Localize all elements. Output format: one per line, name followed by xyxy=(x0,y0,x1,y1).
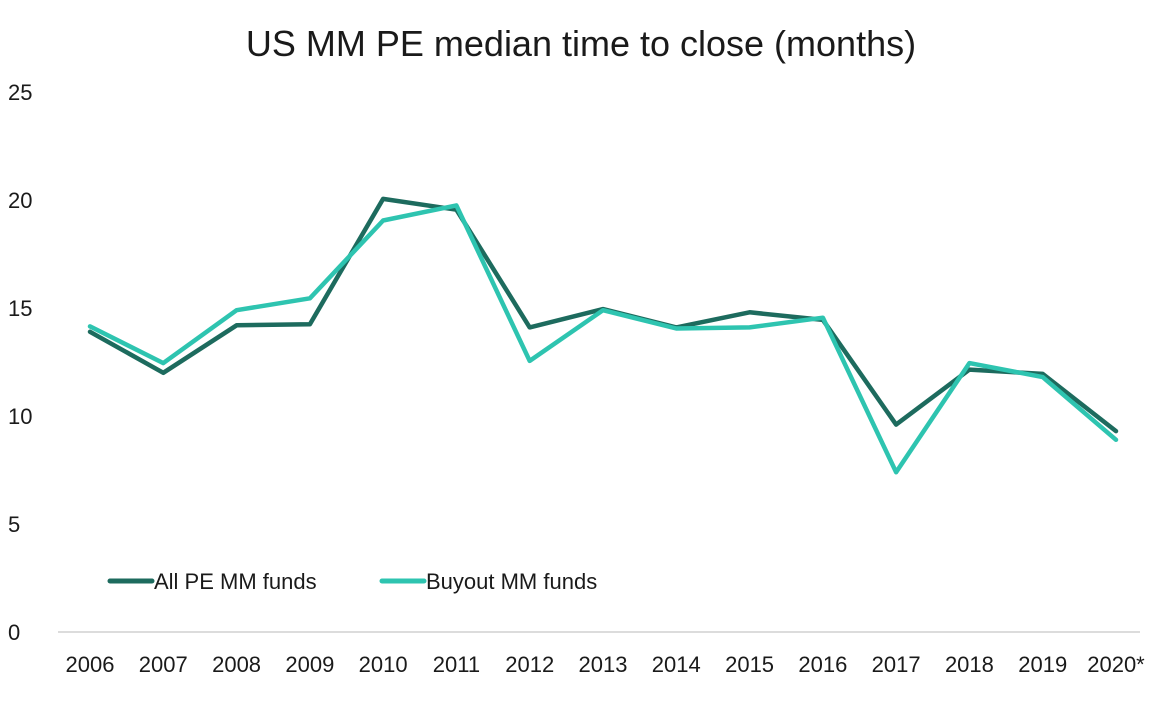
series-line-2 xyxy=(87,203,1119,475)
y-tick-label: 25 xyxy=(8,80,32,105)
legend-label: All PE MM funds xyxy=(154,569,317,594)
y-tick-label: 10 xyxy=(8,404,32,429)
legend-item-2: Buyout MM funds xyxy=(379,569,597,594)
x-tick-label: 2019 xyxy=(1018,652,1067,677)
y-tick-label: 5 xyxy=(8,512,20,537)
x-tick-label: 2007 xyxy=(139,652,188,677)
x-tick-label: 2017 xyxy=(872,652,921,677)
x-tick-label: 2016 xyxy=(798,652,847,677)
x-tick-label: 2014 xyxy=(652,652,701,677)
x-tick-label: 2015 xyxy=(725,652,774,677)
y-tick-label: 20 xyxy=(8,188,32,213)
series-lines xyxy=(87,196,1119,475)
x-tick-label: 2020* xyxy=(1087,652,1145,677)
x-tick-label: 2006 xyxy=(66,652,115,677)
y-tick-label: 0 xyxy=(8,620,20,645)
x-axis-tick-labels: 2006 2007 2008 2009 2010 2011 2012 2013 2014 2015… xyxy=(66,652,1146,677)
x-tick-label: 2009 xyxy=(285,652,334,677)
series-line-1 xyxy=(87,196,1119,434)
y-axis-tick-labels: 0 5 10 15 20 25 xyxy=(8,80,32,645)
legend: All PE MM funds Buyout MM funds xyxy=(107,569,597,594)
x-tick-label: 2011 xyxy=(433,652,480,677)
x-tick-label: 2010 xyxy=(359,652,408,677)
legend-item-1: All PE MM funds xyxy=(107,569,317,594)
x-tick-label: 2012 xyxy=(505,652,554,677)
x-tick-label: 2013 xyxy=(579,652,628,677)
y-tick-label: 15 xyxy=(8,296,32,321)
legend-label: Buyout MM funds xyxy=(426,569,597,594)
x-tick-label: 2008 xyxy=(212,652,261,677)
chart-title: US MM PE median time to close (months) xyxy=(246,23,916,64)
x-tick-label: 2018 xyxy=(945,652,994,677)
